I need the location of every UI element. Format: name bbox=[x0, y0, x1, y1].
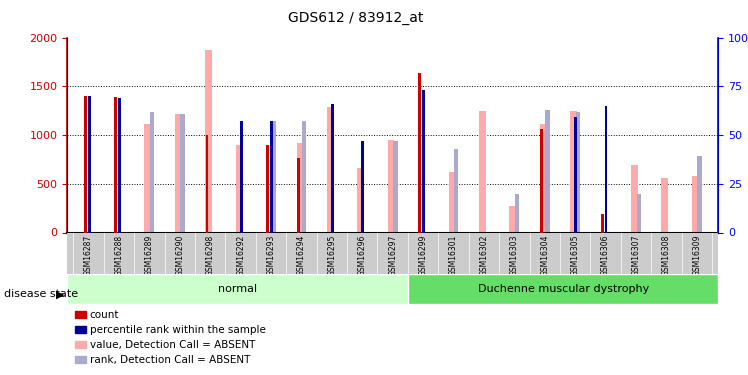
Bar bbox=[84, 96, 87, 232]
Bar bbox=[327, 107, 334, 232]
Bar bbox=[418, 73, 421, 232]
Bar bbox=[270, 122, 273, 232]
Bar bbox=[205, 50, 212, 232]
Bar bbox=[540, 124, 546, 232]
Bar bbox=[515, 194, 519, 232]
Text: GSM16290: GSM16290 bbox=[175, 235, 184, 276]
Bar bbox=[697, 156, 702, 232]
Bar bbox=[361, 141, 364, 232]
Bar bbox=[601, 214, 604, 232]
Text: GSM16287: GSM16287 bbox=[84, 235, 93, 276]
Bar bbox=[118, 98, 121, 232]
Text: GSM16297: GSM16297 bbox=[388, 235, 397, 276]
Text: GSM16309: GSM16309 bbox=[693, 235, 702, 276]
Bar bbox=[449, 172, 456, 232]
Bar bbox=[479, 111, 485, 232]
Bar bbox=[114, 97, 117, 232]
Text: GSM16295: GSM16295 bbox=[328, 235, 337, 276]
Text: GSM16299: GSM16299 bbox=[419, 235, 428, 276]
Text: count: count bbox=[90, 310, 119, 320]
Text: GSM16296: GSM16296 bbox=[358, 235, 367, 276]
Bar bbox=[297, 158, 299, 232]
Text: normal: normal bbox=[218, 284, 257, 294]
Bar bbox=[206, 135, 209, 232]
Bar bbox=[576, 112, 580, 232]
Bar bbox=[423, 90, 425, 232]
Text: GSM16303: GSM16303 bbox=[510, 235, 519, 276]
Bar bbox=[296, 143, 303, 232]
FancyBboxPatch shape bbox=[408, 274, 718, 304]
Bar bbox=[236, 145, 242, 232]
Text: GSM16302: GSM16302 bbox=[479, 235, 488, 276]
Bar bbox=[393, 141, 398, 232]
FancyBboxPatch shape bbox=[67, 274, 408, 304]
Bar bbox=[661, 178, 668, 232]
Text: ▶: ▶ bbox=[56, 290, 64, 299]
Bar bbox=[358, 168, 364, 232]
Bar bbox=[692, 176, 699, 232]
Bar bbox=[637, 194, 641, 232]
Text: GSM16294: GSM16294 bbox=[297, 235, 306, 276]
Text: GSM16289: GSM16289 bbox=[145, 235, 154, 276]
Bar bbox=[272, 122, 276, 232]
Text: GSM16292: GSM16292 bbox=[236, 235, 245, 276]
Text: GSM16304: GSM16304 bbox=[540, 235, 549, 276]
Bar bbox=[175, 114, 182, 232]
Bar bbox=[180, 114, 185, 232]
Text: GSM16308: GSM16308 bbox=[662, 235, 671, 276]
Bar bbox=[509, 206, 516, 232]
Text: GSM16306: GSM16306 bbox=[601, 235, 610, 276]
Text: Duchenne muscular dystrophy: Duchenne muscular dystrophy bbox=[477, 284, 649, 294]
Text: GSM16305: GSM16305 bbox=[571, 235, 580, 276]
Bar bbox=[387, 140, 394, 232]
Text: GDS612 / 83912_at: GDS612 / 83912_at bbox=[288, 11, 423, 25]
Bar bbox=[631, 165, 637, 232]
Bar bbox=[545, 110, 550, 232]
Bar bbox=[144, 124, 151, 232]
Text: GSM16301: GSM16301 bbox=[449, 235, 458, 276]
Bar bbox=[302, 122, 307, 232]
Text: GSM16307: GSM16307 bbox=[631, 235, 640, 276]
Bar bbox=[570, 111, 577, 232]
Bar bbox=[574, 117, 577, 232]
Bar bbox=[240, 122, 242, 232]
Bar bbox=[266, 145, 269, 232]
Text: GSM16298: GSM16298 bbox=[206, 235, 215, 276]
Bar bbox=[454, 148, 459, 232]
Bar bbox=[88, 96, 91, 232]
Text: rank, Detection Call = ABSENT: rank, Detection Call = ABSENT bbox=[90, 355, 250, 365]
Bar bbox=[150, 112, 154, 232]
Bar bbox=[331, 104, 334, 232]
Bar bbox=[604, 106, 607, 232]
Text: disease state: disease state bbox=[4, 290, 78, 299]
Text: GSM16293: GSM16293 bbox=[266, 235, 275, 276]
Text: GSM16288: GSM16288 bbox=[114, 235, 123, 276]
Text: percentile rank within the sample: percentile rank within the sample bbox=[90, 325, 266, 335]
Bar bbox=[540, 129, 543, 232]
Text: value, Detection Call = ABSENT: value, Detection Call = ABSENT bbox=[90, 340, 255, 350]
